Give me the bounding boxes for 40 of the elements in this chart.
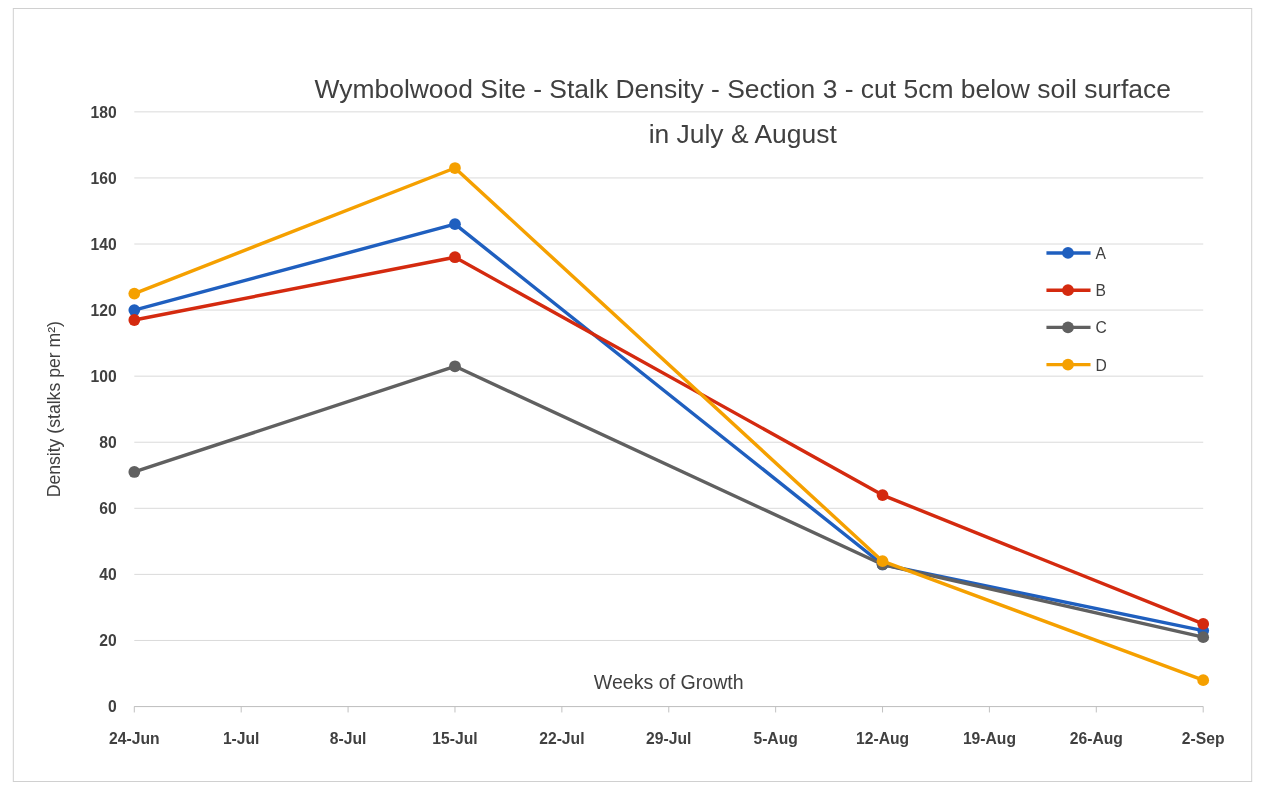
- point: [449, 162, 461, 174]
- x-tick-label: 19-Aug: [962, 729, 1016, 747]
- x-tick-label: 2-Sep: [1181, 729, 1225, 747]
- y-axis-title: Density (stalks per m²): [43, 321, 64, 498]
- chart-title: Wymbolwood Site - Stalk Density - Section 3 - cut 5cm below soil surface in July & August: [314, 74, 1171, 150]
- point: [1197, 674, 1210, 687]
- y-tick-label: 60: [99, 500, 117, 518]
- x-axis-title: Weeks of Growth: [593, 670, 744, 693]
- y-tick-label: 80: [99, 434, 117, 452]
- x-tick-label: 22-Jul: [539, 729, 585, 747]
- legend-label: D: [1095, 356, 1107, 374]
- legend-label: B: [1095, 282, 1106, 300]
- y-tick-label: 100: [90, 368, 117, 386]
- x-tick-label: 5-Aug: [753, 729, 798, 747]
- y-tick-label: 140: [90, 235, 117, 253]
- x-tick-label: 26-Aug: [1069, 729, 1123, 747]
- point: [876, 489, 889, 501]
- point: [128, 304, 141, 316]
- point: [449, 360, 461, 373]
- legend-label: A: [1095, 244, 1107, 262]
- legend-label: C: [1095, 319, 1107, 337]
- x-tick-label: 15-Jul: [432, 729, 478, 747]
- point: [449, 251, 461, 264]
- y-tick-label: 20: [99, 632, 117, 650]
- y-tick-label: 0: [107, 698, 117, 716]
- point: [128, 314, 141, 326]
- point: [1197, 618, 1210, 630]
- point: [128, 466, 141, 478]
- point: [449, 218, 461, 231]
- point: [128, 287, 141, 300]
- x-tick-label: 1-Jul: [222, 729, 260, 747]
- y-tick-label: 180: [90, 103, 117, 121]
- y-tick-label: 160: [90, 169, 117, 187]
- x-tick-label: 29-Jul: [646, 729, 692, 747]
- x-tick-label: 24-Jun: [109, 729, 160, 747]
- x-tick-label: 8-Jul: [329, 729, 367, 747]
- point: [1197, 631, 1210, 644]
- y-tick-label: 120: [90, 301, 117, 319]
- x-tick-label: 12-Aug: [856, 729, 910, 747]
- y-tick-label: 40: [99, 566, 117, 584]
